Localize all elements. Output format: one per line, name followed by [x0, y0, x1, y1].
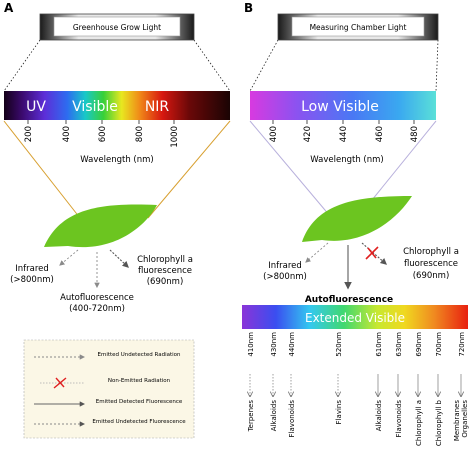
a-tick-label: 600 [98, 126, 108, 142]
a-tick-label: 1000 [170, 126, 180, 148]
legend-item-2: Non-Emitted Radiation [108, 378, 171, 384]
compound-name: Alkaloids [270, 400, 278, 432]
band-extended-visible-label: Extended Visible [305, 311, 405, 325]
chlorophyll-arrow-a [109, 249, 129, 268]
leaf-b-icon [302, 196, 412, 242]
band-low-visible-label: Low Visible [301, 99, 379, 115]
compound-name: MembranesOrganelles [453, 400, 469, 442]
grow-light-lamp: Greenhouse Grow Light [39, 13, 195, 41]
blocked-cross-icon [365, 246, 379, 260]
a-tick-label: 400 [62, 126, 72, 142]
band-nir-label: NIR [145, 99, 170, 115]
a-tick-label: 800 [135, 126, 145, 142]
spectrum-bar-a: UV Visible NIR [4, 91, 230, 120]
infrared-arrow-a [59, 249, 79, 266]
spectrum-bar-b: Low Visible [250, 91, 436, 120]
compound-item: 520nm Flavins [335, 332, 343, 425]
axis-label-a: Wavelength (nm) [80, 155, 153, 165]
compound-wavelength: 630nm [395, 332, 403, 357]
svg-text:(690nm): (690nm) [413, 271, 450, 281]
compound-name: Alkaloids [375, 400, 383, 432]
compound-wavelength: 700nm [435, 332, 443, 357]
b-tick-label: 480 [410, 126, 420, 142]
cone-right-b [435, 39, 439, 92]
spectrum-bar-extended: Extended Visible [242, 305, 468, 329]
compound-wavelength: 520nm [335, 332, 343, 357]
light-path-left-b [249, 120, 331, 217]
b-tick-label: 400 [269, 126, 279, 142]
compound-item: 690nm Chlorophyll a [415, 332, 423, 446]
b-tick-label: 420 [303, 126, 313, 142]
compound-item: 410nm Terpenes [247, 332, 255, 433]
compound-wavelength: 410nm [247, 332, 255, 357]
svg-text:Chlorophyll a: Chlorophyll a [403, 247, 459, 257]
b-tick-label: 460 [375, 126, 385, 142]
cone-left-b [249, 39, 279, 92]
svg-text:(>800nm): (>800nm) [263, 272, 307, 282]
infrared-arrow-b [305, 242, 329, 263]
compound-item: 720nm MembranesOrganelles [453, 332, 469, 441]
compound-wavelength: 690nm [415, 332, 423, 357]
compound-wavelength: 610nm [375, 332, 383, 357]
autofluorescence-title: Autofluorescence [305, 295, 393, 305]
compound-name: Terpenes [247, 400, 255, 433]
compound-item: 430nm Alkaloids [270, 332, 278, 431]
compound-item: 610nm Alkaloids [375, 332, 383, 431]
autofluorescence-label-a: Autofluorescence (400-720nm) [60, 293, 134, 314]
legend-item-3: Emitted Detected Fluorescence [96, 399, 183, 405]
compound-name: Flavonoids [288, 400, 296, 438]
compound-name: Flavins [335, 400, 343, 425]
leaf-a-icon [44, 204, 157, 248]
legend-item-1: Emitted Undetected Radiation [97, 352, 181, 358]
cone-left [3, 39, 41, 92]
b-tick-label: 440 [339, 126, 349, 142]
grow-light-label: Greenhouse Grow Light [73, 23, 161, 32]
wavelength-ticks-a: 200 400 600 800 1000 [24, 120, 180, 148]
wavelength-ticks-b: 400 420 440 460 480 [269, 120, 420, 142]
light-path-right-b [371, 120, 437, 201]
axis-label-b: Wavelength (nm) [310, 155, 383, 165]
svg-text:(690nm): (690nm) [147, 277, 184, 287]
compound-name: Flavonoids [395, 400, 403, 438]
panel-b-letter: B [244, 1, 253, 15]
svg-text:(>800nm): (>800nm) [10, 275, 54, 285]
svg-text:(400-720nm): (400-720nm) [69, 304, 125, 314]
chlorophyll-arrow-b [361, 242, 387, 265]
band-uv-label: UV [26, 99, 46, 115]
legend: Emitted Undetected Radiation Non-Emitted… [23, 339, 195, 439]
svg-text:fluorescence: fluorescence [138, 266, 192, 276]
light-path-left-a [3, 120, 81, 219]
chlorophyll-label-a: Chlorophyll a fluorescence (690nm) [137, 255, 193, 287]
svg-text:Chlorophyll a: Chlorophyll a [137, 255, 193, 265]
compound-wavelength: 720nm [458, 332, 466, 357]
svg-text:fluorescence: fluorescence [404, 259, 458, 269]
legend-item-4: Emitted Undetected Fluorescence [92, 419, 186, 425]
compound-list: 410nm Terpenes 430nm Alkaloids 440nm Flavonoi… [247, 332, 469, 446]
compound-item: 440nm Flavonoids [288, 332, 296, 438]
svg-text:Autofluorescence: Autofluorescence [60, 293, 134, 303]
panel-a-letter: A [4, 1, 14, 15]
band-visible-label: Visible [72, 99, 118, 115]
legend-red-cross-icon [40, 377, 84, 389]
svg-text:Infrared: Infrared [268, 261, 302, 271]
chlorophyll-label-b: Chlorophyll a fluorescence (690nm) [403, 247, 459, 281]
compound-wavelength: 440nm [288, 332, 296, 357]
compound-wavelength: 430nm [270, 332, 278, 357]
svg-text:Infrared: Infrared [15, 264, 49, 274]
light-path-right-a [147, 120, 231, 219]
compound-item: 700nm Chlorophyll b [435, 332, 443, 446]
cone-right [193, 39, 231, 92]
compound-name: Chlorophyll a [415, 400, 423, 446]
compound-name: Chlorophyll b [435, 399, 443, 446]
infrared-label-b: Infrared (>800nm) [263, 261, 307, 282]
a-tick-label: 200 [24, 126, 34, 142]
compound-item: 630nm Flavonoids [395, 332, 403, 438]
infrared-label-a: Infrared (>800nm) [10, 264, 54, 285]
chamber-light-lamp: Measuring Chamber Light [277, 13, 439, 41]
chamber-light-label: Measuring Chamber Light [310, 23, 407, 32]
